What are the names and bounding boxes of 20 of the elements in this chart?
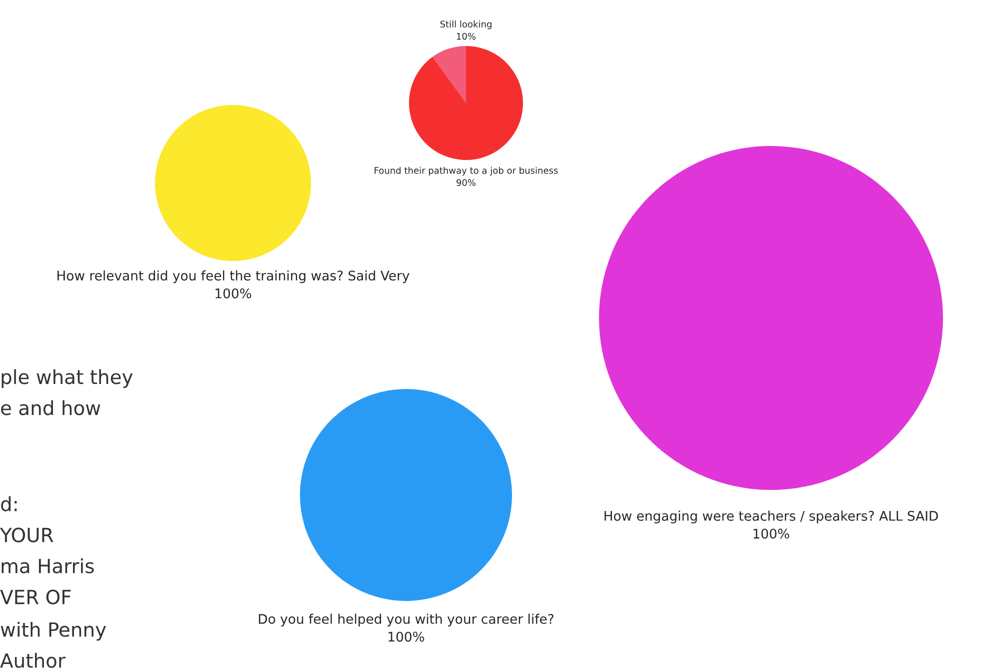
text: e and how [1, 400, 100, 416]
text: YOUR [0, 528, 54, 542]
text: VER OF [0, 590, 71, 604]
slice-label: How engaging were teachers / speakers? ALL SAID [604, 510, 938, 524]
data-label: 100% [754, 528, 790, 539]
text: with Penny [0, 622, 106, 641]
slice-label: How relevant did you feel the training was? Said Very [58, 270, 410, 284]
slice-label: Do you feel helped you with your career life? [258, 614, 554, 626]
slice-label: Found their pathway to a job or business [374, 166, 558, 176]
pie-slice [432, 46, 466, 103]
text: ma Harris [2, 558, 94, 574]
data-label: 10% [456, 32, 476, 40]
text: ple what they [2, 369, 133, 388]
pie-slice [409, 46, 523, 160]
data-label: 100% [216, 288, 252, 298]
slice-label: Still looking [440, 20, 492, 30]
text: d: [1, 496, 17, 512]
data-label: 100% [388, 632, 424, 642]
data-label: 90% [456, 179, 476, 186]
text: Author [0, 652, 66, 668]
